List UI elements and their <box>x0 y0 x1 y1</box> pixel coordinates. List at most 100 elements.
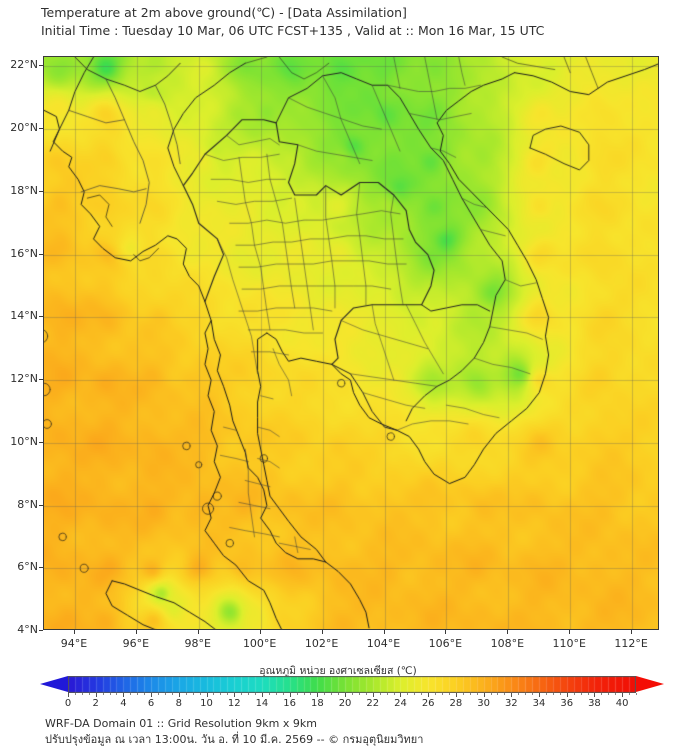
colorbar-minor-tick <box>435 693 437 695</box>
colorbar-tick-mark <box>234 693 236 697</box>
longitude-tick-label: 110°E <box>552 637 586 650</box>
colorbar-tick-label: 4 <box>120 698 127 709</box>
longitude-tick-mark <box>260 630 261 634</box>
colorbar-minor-tick <box>227 693 229 695</box>
colorbar-minor-tick <box>116 693 118 695</box>
colorbar-tick-mark <box>539 693 541 697</box>
colorbar-label: อุณหภูมิ หน่วย องศาเซลเซียส (℃) <box>259 665 417 677</box>
latitude-tick-label: 18°N <box>10 183 38 197</box>
longitude-tick-mark <box>384 630 385 634</box>
colorbar-tick-mark <box>483 693 485 697</box>
latitude-tick-label: 4°N <box>17 623 38 636</box>
latitude-tick-label: 14°N <box>10 309 38 323</box>
temperature-map-plot <box>43 56 659 630</box>
latitude-tick-mark <box>39 505 43 506</box>
colorbar-tick-mark <box>123 693 125 697</box>
longitude-tick-label: 100°E <box>242 637 277 650</box>
colorbar-tick-mark <box>151 693 153 697</box>
colorbar-tick-mark <box>95 693 97 697</box>
colorbar-tick-label: 16 <box>283 698 297 709</box>
colorbar-tick-mark <box>428 693 430 697</box>
colorbar-minor-tick <box>414 693 416 695</box>
colorbar-tick-label: 34 <box>532 698 546 709</box>
colorbar-minor-tick <box>615 693 617 695</box>
colorbar-tick-label: 14 <box>255 698 269 709</box>
colorbar-minor-tick <box>532 693 534 695</box>
colorbar-tick-label: 0 <box>64 698 72 709</box>
colorbar-tick-label: 2 <box>92 698 99 709</box>
page-title: Temperature at 2m above ground(℃) - [Dat… <box>41 5 407 20</box>
colorbar-body <box>40 676 664 693</box>
graticule-grid-layer <box>44 57 658 629</box>
colorbar-tick-mark <box>566 693 568 697</box>
colorbar-tick-label: 24 <box>394 698 407 709</box>
colorbar-tick-mark <box>289 693 291 697</box>
colorbar-minor-tick <box>213 693 215 695</box>
longitude-tick-label: 112°E <box>614 637 648 650</box>
colorbar-tick-label: 32 <box>504 698 518 709</box>
chart-title-block: Temperature at 2m above ground(℃) - [Dat… <box>41 4 544 40</box>
colorbar-minor-tick <box>545 693 547 695</box>
latitude-tick-mark <box>39 630 43 631</box>
colorbar-minor-tick <box>102 693 104 695</box>
colorbar-tick-mark <box>345 693 347 697</box>
latitude-tick-label: 8°N <box>17 497 38 511</box>
colorbar-minor-tick <box>518 693 520 695</box>
colorbar-minor-tick <box>109 693 111 695</box>
longitude-tick-label: 98°E <box>184 637 211 650</box>
colorbar-minor-tick <box>144 693 146 695</box>
latitude-tick-label: 10°N <box>10 434 38 448</box>
colorbar-minor-tick <box>199 693 201 695</box>
colorbar-minor-tick <box>158 693 160 695</box>
colorbar-minor-tick <box>629 693 631 695</box>
colorbar-tick-label: 30 <box>477 698 490 709</box>
colorbar-minor-tick <box>442 693 444 695</box>
latitude-tick-mark <box>39 128 43 129</box>
longitude-tick-mark <box>445 630 446 634</box>
latitude-tick-label: 16°N <box>10 246 38 260</box>
latitude-tick-label: 22°N <box>10 58 38 72</box>
colorbar-minor-tick <box>636 693 637 695</box>
longitude-tick-mark <box>507 630 508 634</box>
colorbar-minor-tick <box>171 693 173 695</box>
colorbar-minor-tick <box>275 693 277 695</box>
colorbar-tick-mark <box>68 693 69 697</box>
longitude-tick-mark <box>74 630 75 634</box>
colorbar-minor-tick <box>310 693 312 695</box>
colorbar-tick-label: 26 <box>421 698 435 709</box>
longitude-tick-label: 94°E <box>60 637 88 650</box>
footer-block: WRF-DA Domain 01 :: Grid Resolution 9km … <box>45 716 423 748</box>
longitude-tick-label: 106°E <box>428 637 463 650</box>
colorbar-minor-tick <box>393 693 395 695</box>
latitude-tick-mark <box>39 65 43 66</box>
colorbar-tick-mark <box>206 693 208 697</box>
colorbar-minor-tick <box>580 693 582 695</box>
colorbar-minor-tick <box>74 693 76 695</box>
colorbar-minor-tick <box>476 693 478 695</box>
latitude-tick-label: 12°N <box>10 372 38 386</box>
colorbar-minor-tick <box>601 693 603 695</box>
colorbar-minor-tick <box>490 693 492 695</box>
colorbar-minor-tick <box>248 693 250 695</box>
colorbar-tick-label: 20 <box>338 698 352 709</box>
footer-domain-info: WRF-DA Domain 01 :: Grid Resolution 9km … <box>45 717 317 730</box>
colorbar-extend-low-arrow-icon <box>40 676 68 692</box>
colorbar-minor-tick <box>448 693 450 695</box>
colorbar-minor-tick <box>608 693 610 695</box>
colorbar-tick-label: 22 <box>366 698 380 709</box>
colorbar-minor-tick <box>525 693 527 695</box>
longitude-tick-label: 102°E <box>304 637 339 650</box>
colorbar-tick-label: 28 <box>449 698 463 709</box>
colorbar-minor-tick <box>303 693 305 695</box>
colorbar-minor-tick <box>421 693 423 695</box>
colorbar-tick-mark <box>511 693 513 697</box>
colorbar-minor-tick <box>331 693 333 695</box>
colorbar-minor-tick <box>296 693 298 695</box>
colorbar-tick-mark <box>178 693 180 697</box>
longitude-tick-mark <box>136 630 137 634</box>
colorbar-minor-tick <box>81 693 83 695</box>
colorbar-tick-label: 6 <box>147 698 155 709</box>
colorbar-minor-tick <box>255 693 257 695</box>
colorbar-tick-label: 12 <box>227 698 241 709</box>
colorbar-tick-label: 38 <box>588 698 601 709</box>
